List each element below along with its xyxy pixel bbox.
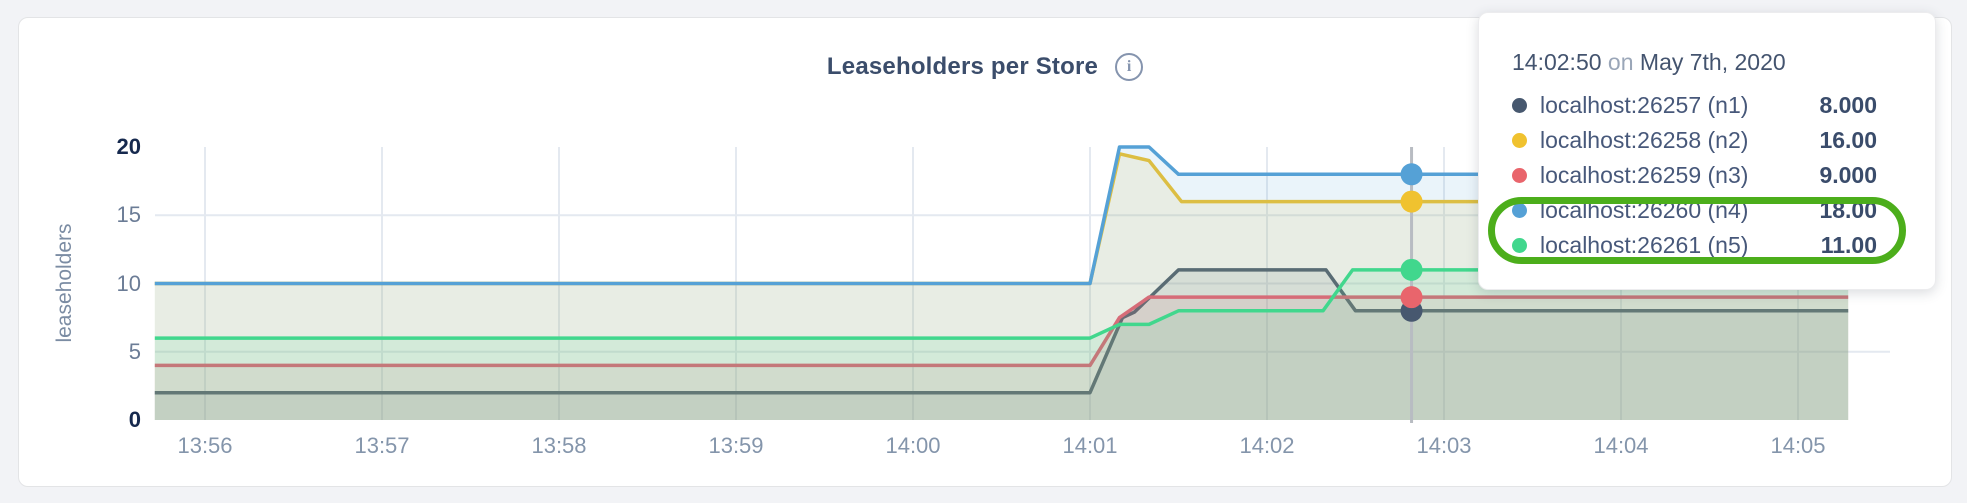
tooltip-series-value: 11.00	[1820, 232, 1877, 258]
tooltip-rows: localhost:26257 (n1) 8.000 localhost:26258…	[1512, 88, 1877, 263]
tooltip-row: localhost:26259 (n3) 9.000	[1512, 158, 1877, 193]
chart-title: Leaseholders per Store	[826, 53, 1099, 80]
y-tick-label: 20	[116, 134, 141, 159]
y-tick-label: 15	[116, 202, 141, 228]
x-tick-label: 14:05	[1770, 433, 1826, 458]
series-line-n5	[154, 268, 1849, 340]
x-tick-label: 13:58	[531, 433, 587, 458]
x-tick-label: 14:04	[1593, 433, 1649, 458]
tooltip-series-label: localhost:26257 (n1)	[1540, 92, 1749, 118]
hover-dot-n5	[1400, 258, 1423, 281]
x-tick-label: 14:03	[1416, 433, 1472, 458]
hover-tooltip: 14:02:50 on May 7th, 2020 localhost:2625…	[1478, 12, 1936, 290]
tooltip-row: localhost:26260 (n4) 18.00	[1512, 193, 1877, 228]
series-color-dot-icon	[1512, 238, 1527, 253]
x-tick-label: 13:57	[354, 433, 410, 458]
series-line-n1	[154, 268, 1849, 395]
y-tick-label: 10	[116, 270, 141, 296]
tooltip-date: May 7th, 2020	[1639, 49, 1786, 75]
x-tick-label: 14:02	[1239, 433, 1295, 458]
hover-dot-n3	[1400, 286, 1423, 309]
tooltip-series-value: 8.000	[1819, 92, 1877, 118]
y-axis-label: leaseholders	[53, 223, 76, 343]
series-color-dot-icon	[1512, 133, 1527, 148]
x-tick-label: 14:00	[885, 433, 941, 458]
tooltip-series-label: localhost:26259 (n3)	[1540, 162, 1749, 188]
y-tick-label: 5	[128, 338, 141, 364]
series-color-dot-icon	[1512, 98, 1527, 113]
hover-dot-n4	[1400, 163, 1423, 186]
x-tick-label: 13:59	[708, 433, 764, 458]
series-area-n3	[154, 297, 1849, 420]
tooltip-series-label: localhost:26261 (n5)	[1540, 232, 1749, 258]
x-tick-label: 14:01	[1062, 433, 1118, 458]
tooltip-series-value: 9.000	[1819, 162, 1877, 188]
series-color-dot-icon	[1512, 168, 1527, 183]
tooltip-row: localhost:26257 (n1) 8.000	[1512, 88, 1877, 123]
tooltip-conjunction: on	[1607, 49, 1634, 75]
tooltip-series-label: localhost:26258 (n2)	[1540, 127, 1749, 153]
series-color-dot-icon	[1512, 203, 1527, 218]
tooltip-row: localhost:26258 (n2) 16.00	[1512, 123, 1877, 158]
series-area-n5	[154, 269, 1849, 420]
series-area-n1	[154, 269, 1849, 420]
chart-header: Leaseholders per Store i	[18, 50, 1952, 84]
series-area-n2	[154, 153, 1849, 421]
info-circle-icon[interactable]: i	[1115, 53, 1144, 81]
tooltip-series-label: localhost:26260 (n4)	[1540, 197, 1749, 223]
hover-dot-n2	[1400, 190, 1423, 213]
tooltip-row: localhost:26261 (n5) 11.00	[1512, 228, 1877, 263]
tooltip-time: 14:02:50	[1512, 49, 1602, 75]
x-tick-label: 13:56	[177, 433, 233, 458]
tooltip-series-value: 18.00	[1819, 197, 1877, 223]
tooltip-series-value: 16.00	[1819, 127, 1877, 153]
series-line-n3	[154, 295, 1849, 368]
series-line-n4	[154, 145, 1849, 286]
y-tick-label: 0	[128, 407, 141, 432]
tooltip-timestamp: 14:02:50 on May 7th, 2020	[1512, 49, 1877, 76]
